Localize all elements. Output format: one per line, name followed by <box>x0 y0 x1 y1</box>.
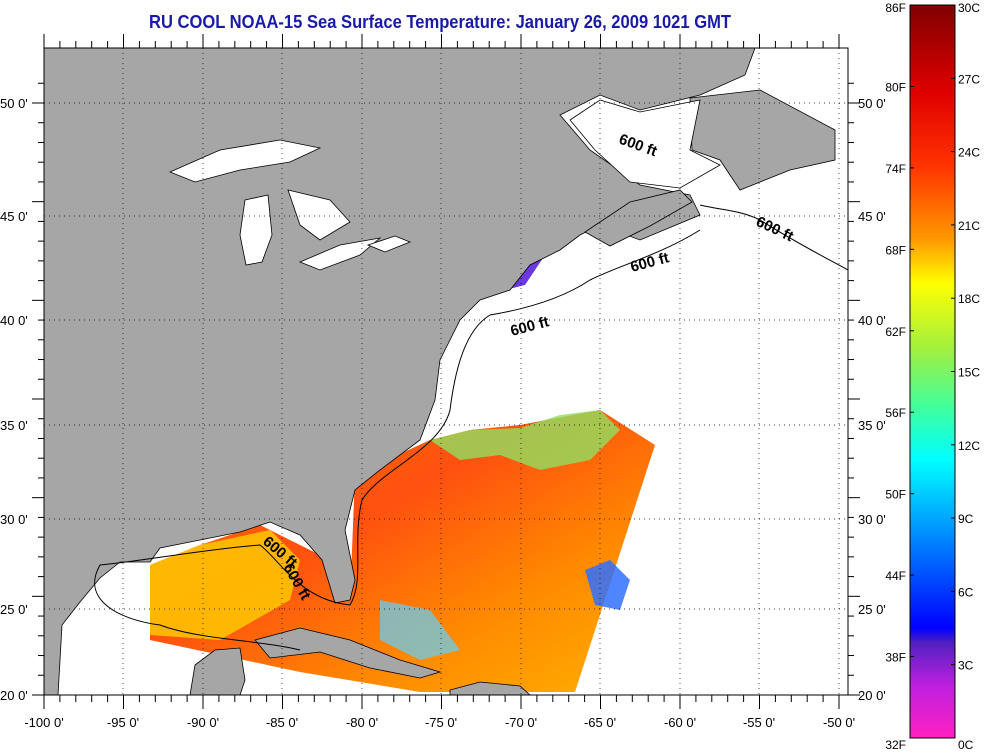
longitude-label: -60 0' <box>664 715 696 730</box>
latitude-label: 20 0' <box>0 688 28 703</box>
latitude-label-right: 25 0' <box>858 602 886 617</box>
latitude-label: 25 0' <box>0 602 28 617</box>
north-america-land <box>44 48 756 695</box>
colorbar-c-label: 15C <box>958 366 980 380</box>
graticule <box>44 48 848 695</box>
longitude-label: -50 0' <box>823 715 855 730</box>
sst-green-patch <box>430 410 620 470</box>
colorbar-f-label: 56F <box>885 406 906 420</box>
lake-michigan <box>239 194 273 266</box>
map-title: RU COOL NOAA-15 Sea Surface Temperature:… <box>149 12 731 32</box>
colorbar-c-label: 0C <box>958 738 974 752</box>
latitude-label: 45 0' <box>0 209 28 224</box>
latitude-label-right: 45 0' <box>858 209 886 224</box>
lake-ontario <box>366 235 412 253</box>
colorbar-c-label: 21C <box>958 219 980 233</box>
colorbar-c-label: 18C <box>958 292 980 306</box>
colorbar-c-label: 6C <box>958 585 974 599</box>
colorbar-labels: 86F 80F 74F 68F 62F 56F 50F 44F 38F 32F 30C 27C 24C 2… <box>885 1 980 752</box>
longitude-label: -65 0' <box>584 715 616 730</box>
colorbar-c-label: 3C <box>958 659 974 673</box>
latitude-label: 35 0' <box>0 418 28 433</box>
lake-huron <box>287 189 351 241</box>
latitude-label-right: 50 0' <box>858 96 886 111</box>
colorbar-f-label: 86F <box>885 1 906 15</box>
longitude-label: -85 0' <box>266 715 298 730</box>
cuba-land <box>254 627 442 679</box>
colorbar-f-label: 32F <box>885 738 906 752</box>
longitude-label: -80 0' <box>346 715 378 730</box>
colorbar-f-label: 44F <box>885 569 906 583</box>
nova-scotia-land <box>584 189 693 247</box>
colorbar-f-label: 38F <box>885 651 906 665</box>
colorbar-c-label: 27C <box>958 72 980 86</box>
sst-blue-patch <box>585 560 630 610</box>
latitude-label-right: 40 0' <box>858 313 886 328</box>
longitude-label: -95 0' <box>107 715 139 730</box>
latitude-label-right: 35 0' <box>858 418 886 433</box>
lake-superior <box>168 139 322 183</box>
longitude-label: -75 0' <box>425 715 457 730</box>
colorbar-c-label: 24C <box>958 146 980 160</box>
great-lakes <box>168 99 721 271</box>
longitude-label: -55 0' <box>743 715 775 730</box>
colorbar-f-label: 74F <box>885 162 906 176</box>
map-frame <box>43 47 849 696</box>
colorbar-f-label: 80F <box>885 80 906 94</box>
colorbar <box>909 4 956 739</box>
gulf-of-st-lawrence <box>569 99 721 189</box>
yucatan-land <box>189 647 246 695</box>
sst-cool-patch <box>150 530 300 640</box>
latitude-label-right: 20 0' <box>858 688 886 703</box>
colorbar-c-label: 12C <box>958 439 980 453</box>
longitude-labels: -100 0' -95 0' -90 0' -85 0' -80 0' -75 0' -70… <box>24 715 855 730</box>
sst-swath <box>150 410 655 692</box>
longitude-label: -70 0' <box>505 715 537 730</box>
colorbar-c-label: 30C <box>958 1 980 15</box>
latitude-label-right: 30 0' <box>858 512 886 527</box>
longitude-label: -100 0' <box>24 715 63 730</box>
colorbar-f-label: 68F <box>885 243 906 257</box>
colorbar-c-label: 9C <box>958 512 974 526</box>
colorbar-f-label: 50F <box>885 488 906 502</box>
lake-erie <box>298 237 382 271</box>
isobath-600ft <box>94 204 848 651</box>
latitude-label: 30 0' <box>0 512 28 527</box>
longitude-label: -90 0' <box>187 715 219 730</box>
hispaniola-land <box>449 681 531 695</box>
latitude-label: 40 0' <box>0 313 28 328</box>
colorbar-f-label: 62F <box>885 325 906 339</box>
sst-cyan-patch <box>380 600 460 660</box>
latitude-labels: 50 0' 50 0' 45 0' 45 0' 40 0' 40 0' 35 0' 35 0'… <box>0 96 886 703</box>
latitude-label: 50 0' <box>0 96 28 111</box>
axis-ticks <box>32 34 860 709</box>
